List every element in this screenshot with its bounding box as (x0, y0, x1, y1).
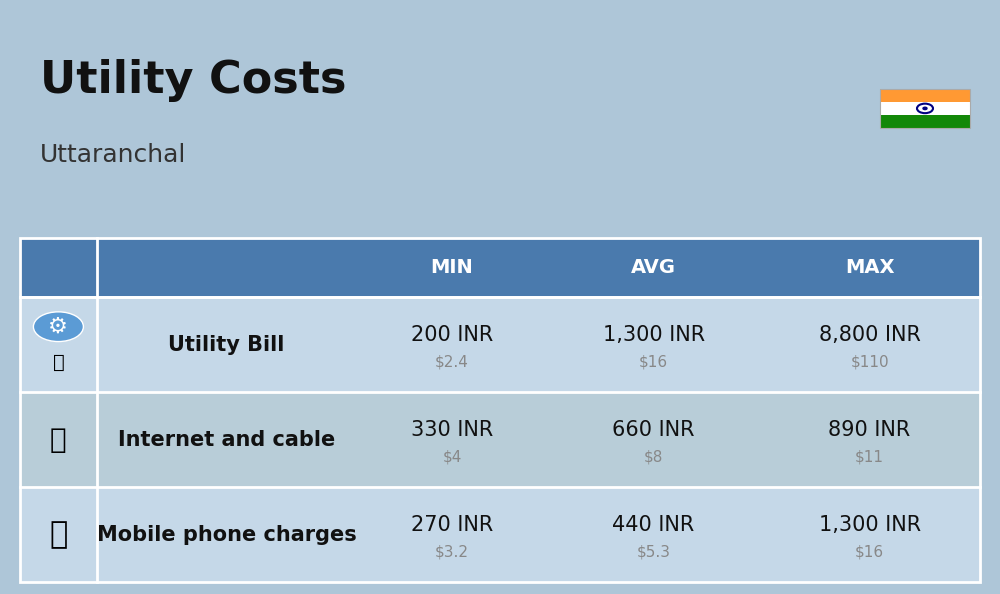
FancyBboxPatch shape (880, 115, 970, 128)
FancyBboxPatch shape (20, 392, 97, 487)
Text: 330 INR: 330 INR (411, 420, 493, 440)
Text: 8,800 INR: 8,800 INR (819, 325, 921, 345)
Text: 200 INR: 200 INR (411, 325, 493, 345)
Text: ⚙: ⚙ (48, 317, 68, 337)
Text: $2.4: $2.4 (435, 354, 469, 369)
Text: MAX: MAX (845, 258, 894, 277)
Text: $110: $110 (850, 354, 889, 369)
Text: Internet and cable: Internet and cable (118, 429, 335, 450)
FancyBboxPatch shape (20, 487, 97, 582)
FancyBboxPatch shape (20, 297, 97, 392)
Text: $3.2: $3.2 (435, 544, 469, 559)
Circle shape (923, 107, 927, 109)
Text: Mobile phone charges: Mobile phone charges (97, 525, 356, 545)
Text: 📱: 📱 (49, 520, 68, 549)
Text: 270 INR: 270 INR (411, 515, 493, 535)
Text: MIN: MIN (431, 258, 473, 277)
Text: $8: $8 (644, 449, 663, 464)
Text: Uttaranchal: Uttaranchal (40, 143, 186, 166)
FancyBboxPatch shape (20, 238, 980, 297)
FancyBboxPatch shape (20, 238, 356, 297)
FancyBboxPatch shape (880, 89, 970, 102)
Text: 890 INR: 890 INR (828, 420, 911, 440)
Text: $16: $16 (855, 544, 884, 559)
FancyBboxPatch shape (880, 102, 970, 115)
Text: $11: $11 (855, 449, 884, 464)
Text: 1,300 INR: 1,300 INR (603, 325, 705, 345)
FancyBboxPatch shape (20, 487, 980, 582)
Text: $16: $16 (639, 354, 668, 369)
Text: $5.3: $5.3 (637, 544, 671, 559)
Circle shape (33, 312, 83, 342)
Text: 🔌: 🔌 (53, 353, 64, 372)
Text: $4: $4 (442, 449, 462, 464)
Text: Utility Bill: Utility Bill (168, 334, 285, 355)
Text: 1,300 INR: 1,300 INR (819, 515, 921, 535)
FancyBboxPatch shape (20, 392, 980, 487)
Text: 440 INR: 440 INR (612, 515, 695, 535)
Text: Utility Costs: Utility Costs (40, 59, 347, 102)
Text: 📶: 📶 (50, 425, 67, 454)
FancyBboxPatch shape (20, 297, 980, 392)
Text: AVG: AVG (631, 258, 676, 277)
Text: 660 INR: 660 INR (612, 420, 695, 440)
